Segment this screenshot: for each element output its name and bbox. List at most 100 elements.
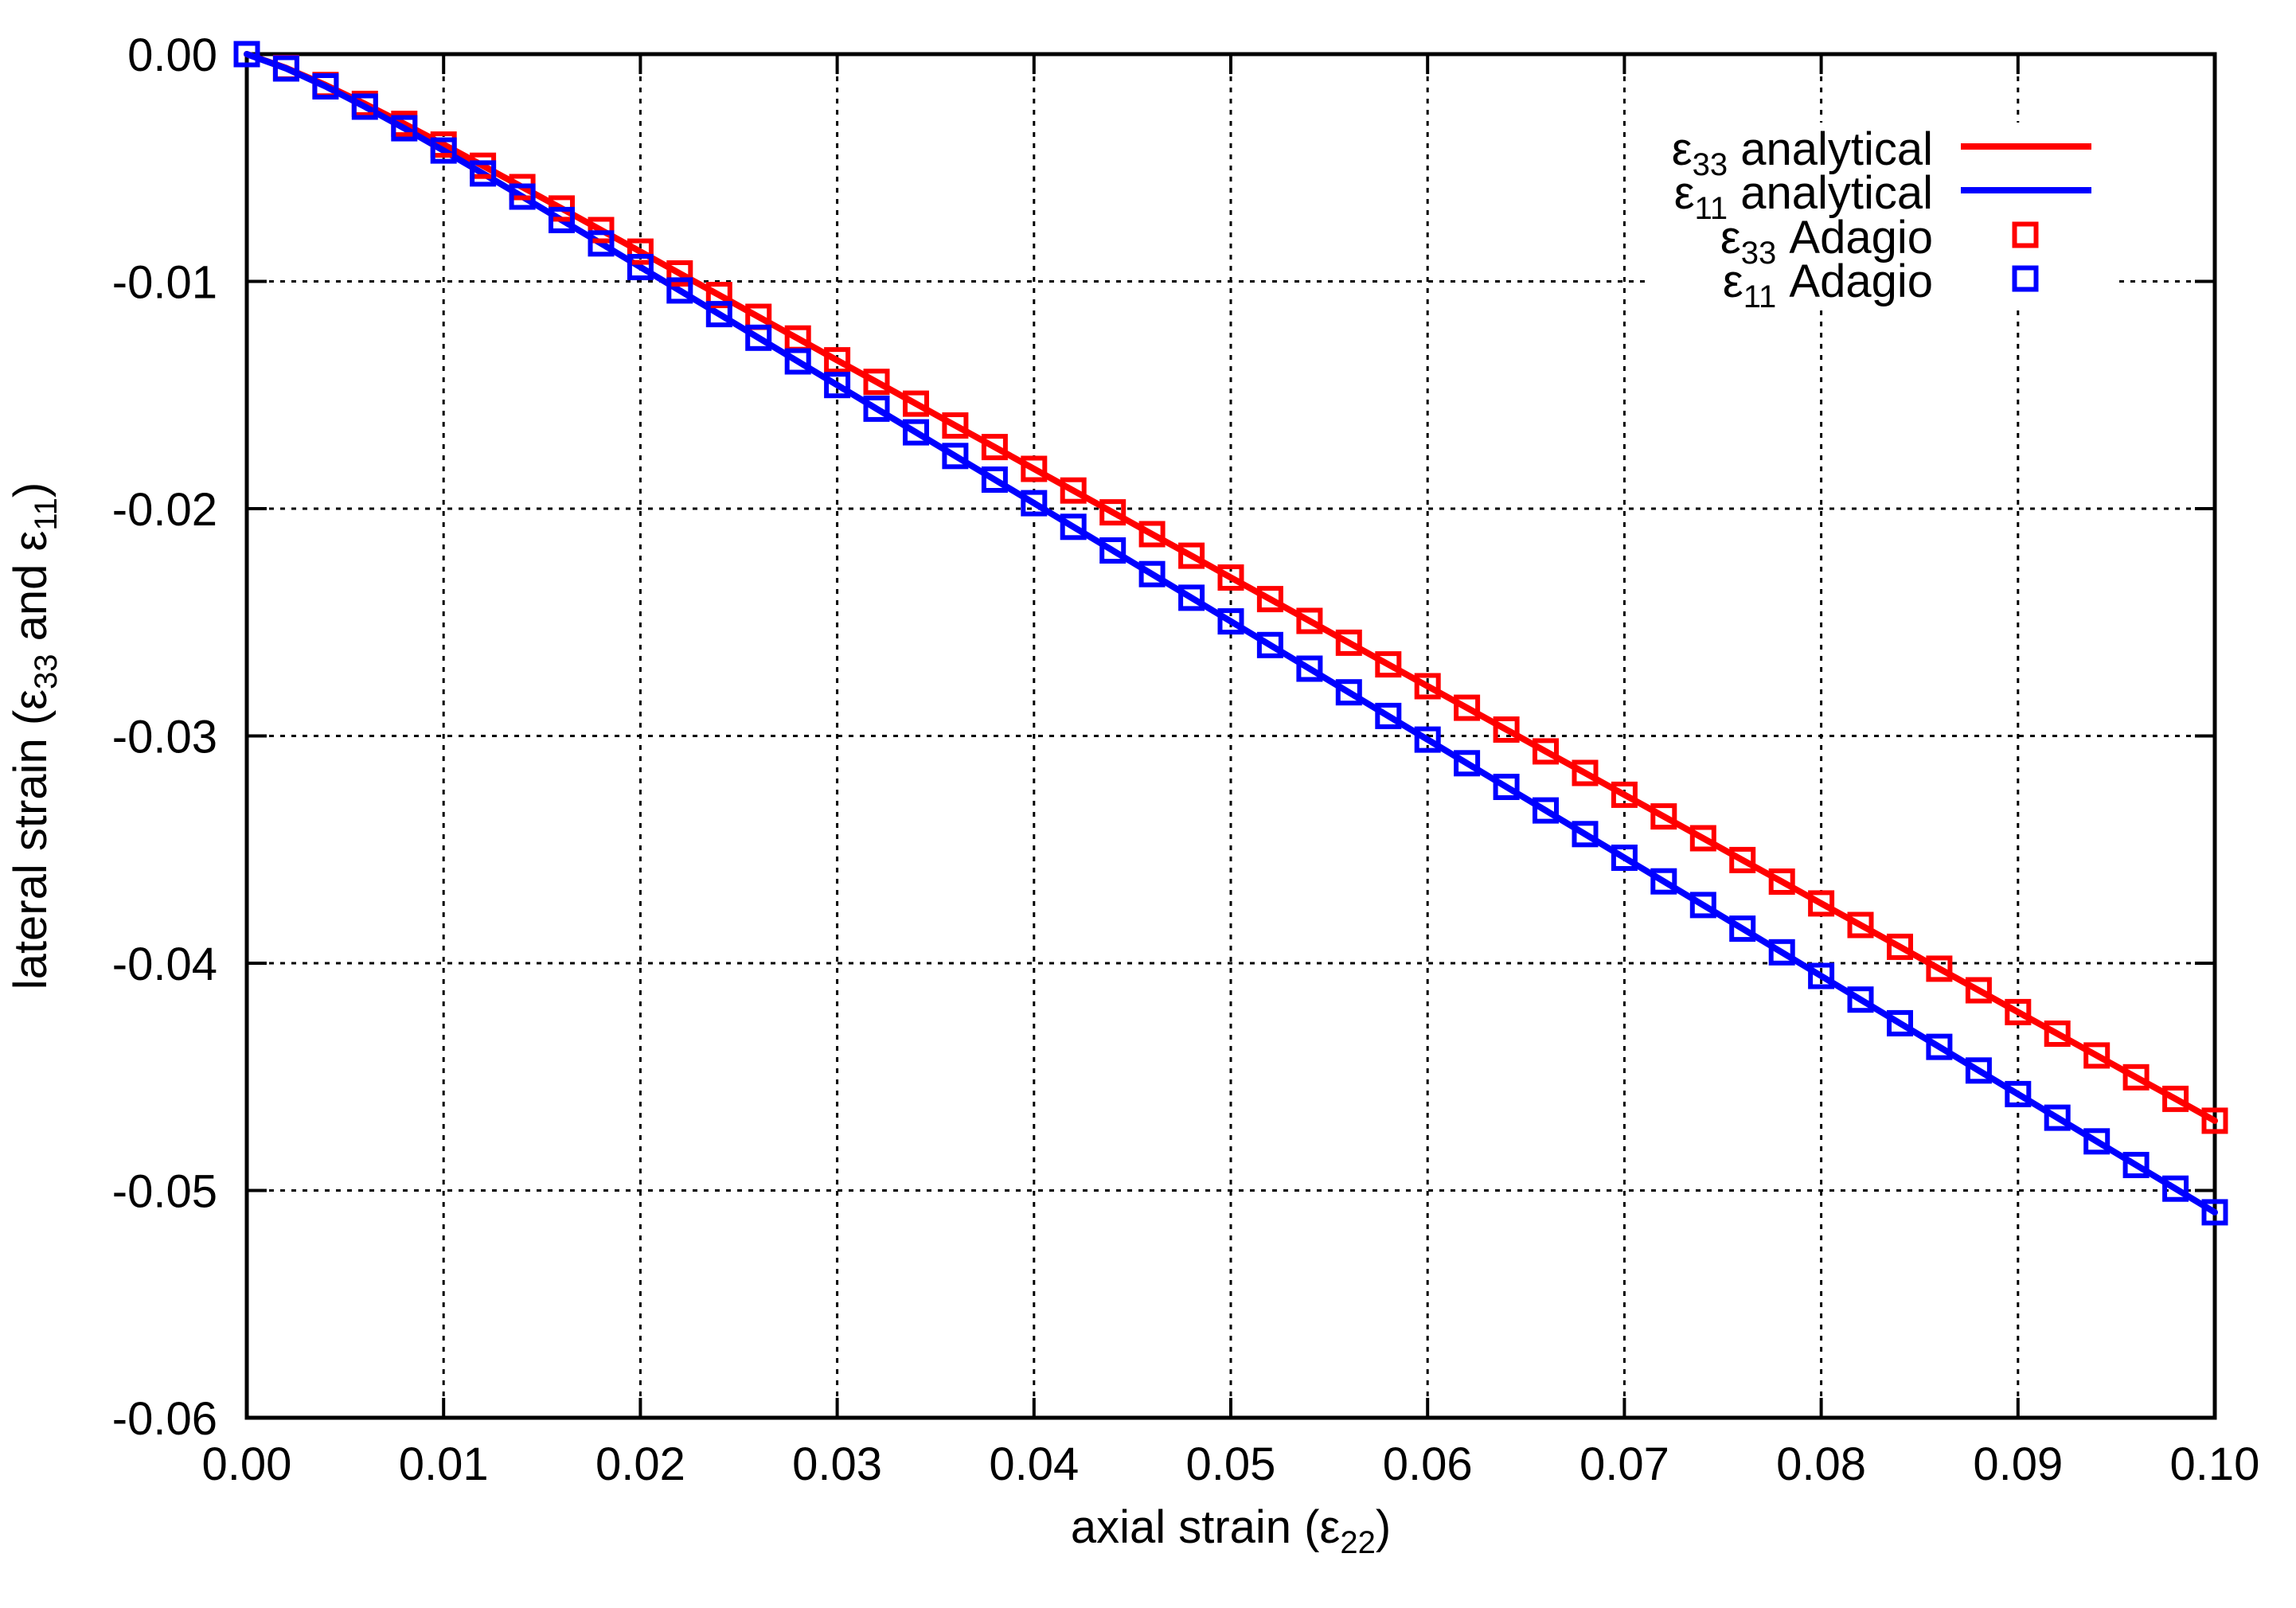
square-marker xyxy=(1689,892,1716,919)
square-marker xyxy=(1021,490,1048,517)
square-marker xyxy=(705,301,732,328)
square-marker xyxy=(1847,911,1874,939)
square-marker xyxy=(1099,537,1127,564)
square-marker xyxy=(784,348,811,375)
square-marker xyxy=(627,254,654,280)
square-marker xyxy=(1375,651,1402,678)
square-marker xyxy=(2201,1107,2228,1134)
square-marker xyxy=(666,277,693,304)
y-tick-label: -0.05 xyxy=(112,1166,217,1218)
square-marker xyxy=(1296,655,1323,682)
square-marker xyxy=(745,324,772,351)
square-marker xyxy=(2122,1152,2150,1178)
square-marker xyxy=(2044,1021,2071,1047)
axis-titles: axial strain (ε22) lateral strain (ε33 an… xyxy=(5,482,1391,1560)
square-marker xyxy=(1926,1033,1953,1060)
square-marker xyxy=(2044,1104,2071,1131)
legend-entry: ε11 analytical xyxy=(1674,167,2091,226)
square-marker xyxy=(1138,560,1166,587)
square-marker xyxy=(470,160,497,187)
square-marker xyxy=(1178,542,1205,569)
square-marker xyxy=(1729,915,1756,943)
square-marker xyxy=(1572,759,1599,786)
square-marker xyxy=(1965,977,1992,1004)
y-tick-label: -0.06 xyxy=(112,1393,217,1445)
x-tick-label: 0.03 xyxy=(792,1438,882,1490)
square-marker xyxy=(1887,933,1913,960)
square-marker xyxy=(1650,868,1677,895)
square-marker xyxy=(430,137,457,164)
square-marker xyxy=(2005,1080,2032,1107)
x-tick-label: 0.00 xyxy=(202,1438,292,1490)
square-marker xyxy=(1335,679,1362,706)
x-tick-label: 0.02 xyxy=(595,1438,685,1490)
x-tick-label: 0.10 xyxy=(2170,1438,2260,1490)
legend-entry: ε11 Adagio xyxy=(1723,256,2039,314)
square-marker xyxy=(1138,521,1166,548)
square-marker xyxy=(1454,694,1481,721)
x-tick-label: 0.01 xyxy=(399,1438,489,1490)
square-marker xyxy=(1060,477,1087,504)
legend-label: ε33 analytical xyxy=(1672,123,1933,182)
square-marker xyxy=(981,466,1008,493)
square-marker xyxy=(2162,1175,2189,1202)
legend-entry: ε33 analytical xyxy=(1672,123,2091,182)
square-marker xyxy=(863,369,890,396)
square-marker xyxy=(824,372,851,399)
square-marker xyxy=(1021,455,1048,482)
y-axis-title: lateral strain (ε33 and ε11) xyxy=(5,482,64,989)
legend-label: ε11 Adagio xyxy=(1723,256,1933,314)
square-marker xyxy=(1572,821,1599,848)
square-marker xyxy=(1611,781,1638,808)
square-marker xyxy=(2122,1064,2150,1091)
square-marker xyxy=(1493,774,1520,800)
square-marker xyxy=(588,230,615,257)
square-marker xyxy=(1414,673,1441,700)
square-marker xyxy=(312,73,339,100)
square-marker xyxy=(2083,1042,2111,1069)
legend-square-sample xyxy=(2012,221,2039,248)
square-marker xyxy=(1887,1009,1913,1036)
square-marker xyxy=(588,217,615,244)
square-marker xyxy=(1335,629,1362,656)
x-tick-label: 0.06 xyxy=(1383,1438,1473,1490)
y-tick-label: -0.02 xyxy=(112,484,217,536)
square-marker xyxy=(1768,868,1795,895)
square-marker xyxy=(509,183,536,210)
square-marker xyxy=(1611,845,1638,871)
square-marker xyxy=(2083,1128,2111,1155)
square-marker xyxy=(233,41,260,68)
legend-square-sample xyxy=(2012,265,2039,292)
x-tick-label: 0.05 xyxy=(1186,1438,1276,1490)
x-tick-label: 0.09 xyxy=(1973,1438,2063,1490)
square-marker xyxy=(1060,513,1087,541)
square-marker xyxy=(1689,825,1716,852)
square-marker xyxy=(1375,702,1402,729)
square-marker xyxy=(2201,1199,2228,1226)
x-tick-label: 0.08 xyxy=(1776,1438,1866,1490)
square-marker xyxy=(2005,998,2032,1025)
square-marker xyxy=(1965,1057,1992,1084)
square-marker xyxy=(1650,803,1677,830)
adagio-markers xyxy=(233,41,2228,1226)
square-marker xyxy=(1217,564,1244,591)
square-marker xyxy=(981,434,1008,461)
square-marker xyxy=(1926,955,1953,982)
square-marker xyxy=(1768,939,1795,966)
x-axis-title: axial strain (ε22) xyxy=(1071,1501,1391,1560)
legend-entry: ε33 Adagio xyxy=(1720,212,2039,271)
square-marker xyxy=(1454,750,1481,777)
y-tick-label: 0.00 xyxy=(127,29,217,81)
square-marker xyxy=(2162,1085,2189,1112)
square-marker xyxy=(391,115,418,142)
square-marker xyxy=(1256,586,1283,613)
square-marker xyxy=(627,238,654,265)
square-marker xyxy=(1533,797,1559,824)
square-marker xyxy=(1493,716,1520,743)
square-marker xyxy=(1847,986,1874,1013)
square-marker xyxy=(666,260,693,287)
legend-label: ε11 analytical xyxy=(1674,167,1933,226)
